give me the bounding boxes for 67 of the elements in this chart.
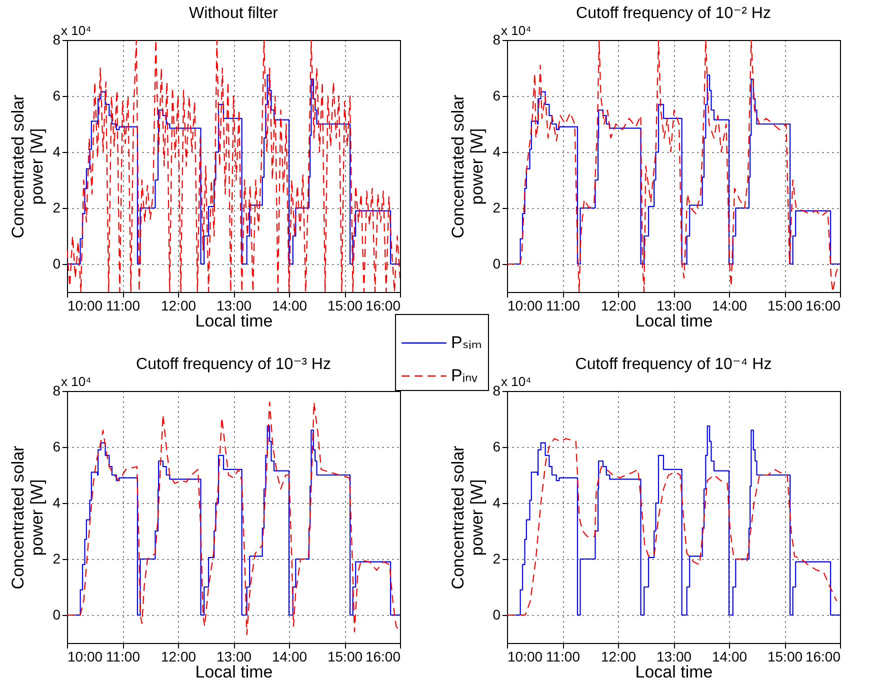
x-tick-label: 13:00 [216,298,252,314]
x-tick-label: 15:00 [327,648,363,664]
x-tick-label: 11:00 [106,298,140,314]
x-axis-title: Local time [195,662,273,682]
x-tick-label: 11:00 [546,298,580,314]
x-tick-label: 10:00 [508,648,543,664]
x-tick-label: 14:00 [712,298,748,314]
chart-title: Cutoff frequency of 10⁻³ Hz [136,356,331,373]
x-tick-label: 10:00 [68,298,103,314]
text: x 10⁴ [61,23,92,38]
line-series [67,402,400,636]
x-tick-label: 14:00 [272,648,308,664]
x-tick-label: 12:00 [600,648,636,664]
x-tick-label: 16:00 [805,648,841,664]
x-tick-label: 16:00 [365,648,401,664]
y-tick-label: 4 [52,144,61,160]
x-axis-title: Local time [195,312,273,330]
x-tick-label: 13:00 [216,648,252,664]
x-tick-label: 11:00 [106,648,140,664]
x-tick-label: 16:00 [365,298,401,314]
text: x 10⁴ [61,374,92,389]
y-tick-label: 0 [492,606,501,622]
y-tick-label: 6 [492,438,501,454]
x-tick-label: 12:00 [600,298,636,314]
y-tick-label: 8 [52,382,61,398]
y-axis-title: Concentrated solar power [W] [448,94,487,238]
y-tick-label: 4 [492,494,501,510]
y-tick-label: 0 [492,256,501,272]
x-tick-label: 10:00 [508,298,543,314]
y-tick-label: 2 [52,550,61,566]
y-tick-label: 8 [52,32,61,48]
text: x 10⁴ [501,23,532,38]
x-tick-label: 15:00 [327,298,363,314]
y-tick-label: 8 [492,382,501,398]
y-tick-label: 4 [492,144,501,160]
x-tick-label: 13:00 [656,648,692,664]
y-tick-label: 6 [492,88,501,104]
chart-title: Cutoff frequency of 10⁻⁴ Hz [575,356,772,373]
y-tick-label: 6 [52,438,61,454]
y-axis-title: Concentrated solar power [W] [8,445,47,590]
text: x 10⁴ [501,374,532,389]
y-tick-label: 4 [52,494,61,510]
x-tick-label: 14:00 [712,648,748,664]
y-tick-label: 2 [492,550,501,566]
y-tick-label: 0 [52,606,61,622]
chart-title: Without filter [189,5,279,22]
legend-label: Pₛᵢₘ [451,333,482,352]
x-tick-label: 14:00 [272,298,308,314]
y-tick-label: 2 [492,200,501,216]
x-tick-label: 16:00 [805,298,841,314]
y-tick-label: 0 [52,256,61,272]
y-axis-title: Concentrated solar power [W] [8,94,47,238]
x-tick-label: 12:00 [160,298,196,314]
x-tick-label: 11:00 [546,648,580,664]
y-tick-label: 8 [492,32,501,48]
y-tick-label: 6 [52,88,61,104]
x-axis-title: Local time [635,312,713,330]
x-tick-label: 10:00 [68,648,103,664]
x-axis-title: Local time [635,662,713,682]
x-tick-label: 12:00 [160,648,196,664]
x-tick-label: 13:00 [656,298,692,314]
x-tick-label: 15:00 [767,648,803,664]
x-tick-label: 15:00 [767,298,803,314]
y-tick-label: 2 [52,200,61,216]
legend-label: Pᵢₙᵥ [451,366,478,385]
chart-title: Cutoff frequency of 10⁻² Hz [576,5,771,22]
y-axis-title: Concentrated solar power [W] [448,445,487,590]
